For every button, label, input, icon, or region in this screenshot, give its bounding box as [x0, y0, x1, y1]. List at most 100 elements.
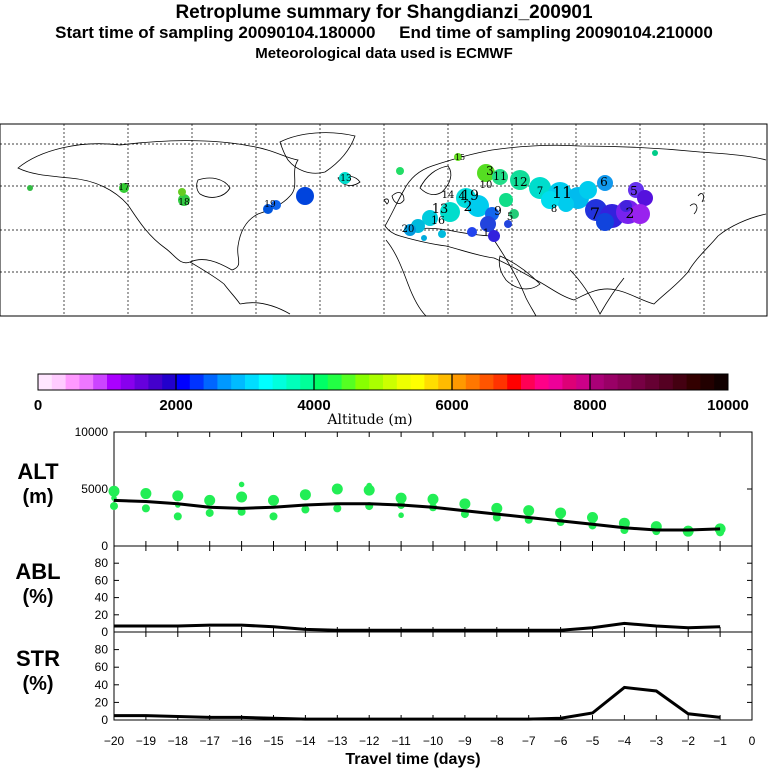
plume-dot: [488, 230, 500, 242]
colorbar-swatches: [38, 374, 729, 390]
colorbar-swatch: [617, 374, 632, 390]
y-tick-label: 0: [101, 713, 108, 727]
altitude-point: [618, 517, 630, 529]
colorbar-swatch: [659, 374, 674, 390]
plume-day-label: 7: [537, 186, 543, 197]
plume-dot: [620, 200, 632, 212]
series-line-median: [113, 498, 721, 532]
plume-dot: [440, 202, 460, 222]
retroplume-positions: [27, 150, 658, 242]
plume-day-label: 7: [590, 204, 600, 223]
plume-dot: [271, 200, 281, 210]
colorbar-swatch: [410, 374, 425, 390]
y-tick-label: 40: [95, 591, 109, 605]
colorbar-swatch: [341, 374, 356, 390]
altitude-point: [587, 512, 598, 523]
x-tick-label: −19: [136, 734, 157, 748]
x-tick-label: −1: [713, 734, 727, 748]
time-series-panels: 0500010000ALT(m)020406080ABL(%)020406080…: [15, 425, 755, 768]
colorbar-swatch: [396, 374, 412, 390]
x-tick-label: −12: [359, 734, 380, 748]
colorbar-swatch: [107, 374, 122, 390]
plume-dot: [492, 169, 508, 185]
y-axis-label: (%): [22, 673, 53, 695]
plume-day-label: 6: [600, 175, 608, 189]
plume-dot: [438, 230, 446, 238]
series-line-str: [114, 685, 721, 721]
colorbar-swatch: [645, 374, 660, 390]
y-tick-label: 0: [101, 539, 108, 553]
map-frame: [0, 123, 768, 317]
altitude-point: [523, 505, 535, 517]
plume-day-label: 19: [264, 200, 276, 210]
colorbar-swatch: [714, 374, 729, 390]
panel-frame: [113, 545, 753, 633]
altitude-point: [427, 493, 439, 505]
colorbar-swatch: [590, 374, 605, 390]
y-axis-label: ABL: [15, 559, 60, 584]
colorbar-swatch: [465, 374, 481, 390]
x-tick-label: −9: [458, 734, 472, 748]
colorbar-swatch: [493, 374, 508, 390]
colorbar-tick-label: 6000: [435, 397, 468, 414]
plume-dot: [27, 185, 33, 191]
plume-dot: [263, 204, 273, 214]
plume-dot: [579, 181, 597, 199]
altitude-point: [301, 505, 310, 514]
x-tick-label: −3: [649, 734, 663, 748]
x-tick-label: −14: [295, 734, 316, 748]
y-tick-label: 60: [95, 573, 109, 587]
plume-day-label: 11: [552, 183, 572, 202]
y-tick-label: 60: [95, 660, 109, 674]
colorbar-swatch: [369, 374, 384, 390]
colorbar-swatch: [134, 374, 149, 390]
plume-dot: [467, 195, 489, 217]
plume-day-label: 5: [507, 212, 513, 223]
colorbar-swatch: [65, 374, 80, 390]
x-axis-label: Travel time (days): [345, 751, 480, 768]
coast-british-isles: [383, 192, 405, 205]
plume-dot: [499, 193, 513, 207]
colorbar-swatch: [534, 374, 550, 390]
altitude-point: [236, 491, 248, 503]
x-tick-label: −18: [168, 734, 189, 748]
colorbar-swatch: [51, 374, 67, 390]
plume-dot: [477, 164, 495, 182]
coast-south-america: [239, 302, 291, 315]
coast-india: [569, 269, 625, 315]
altitude-point: [299, 489, 311, 501]
colorbar-swatch: [231, 374, 246, 390]
x-tick-label: −20: [104, 734, 125, 748]
plume-day-label: 19: [461, 188, 479, 204]
colorbar-swatch: [272, 374, 287, 390]
plume-dot: [509, 209, 519, 219]
coast-africa: [385, 239, 537, 317]
plume-dot: [541, 191, 559, 209]
plume-dot: [421, 235, 427, 241]
colorbar-swatch: [120, 374, 136, 390]
plume-day-label: 16: [431, 214, 445, 227]
plume-day-label: 14: [442, 190, 455, 201]
altitude-point: [268, 494, 279, 506]
plume-day-label: 8: [551, 204, 557, 215]
colorbar-tick-label: 8000: [573, 397, 606, 414]
x-tick-label: −6: [554, 734, 568, 748]
altitude-point: [491, 502, 503, 514]
altitude-point: [141, 504, 150, 513]
x-tick-label: 0: [749, 734, 756, 748]
y-tick-label: 80: [95, 643, 109, 657]
x-tick-label: −7: [522, 734, 536, 748]
altitude-point: [110, 502, 118, 511]
colorbar-swatch: [631, 374, 646, 390]
y-tick-label: 40: [95, 678, 109, 692]
x-tick-label: −10: [423, 734, 444, 748]
colorbar-swatch: [245, 374, 260, 390]
panel-frame: [113, 631, 753, 721]
colorbar-swatch: [672, 374, 688, 390]
altitude-point: [395, 492, 407, 504]
x-tick-label: −16: [231, 734, 252, 748]
colorbar-swatch: [479, 374, 494, 390]
altitude-colorbar: 0 2000 4000 6000 8000 10000 Altitude (m): [34, 373, 749, 428]
plume-dot: [422, 210, 438, 226]
